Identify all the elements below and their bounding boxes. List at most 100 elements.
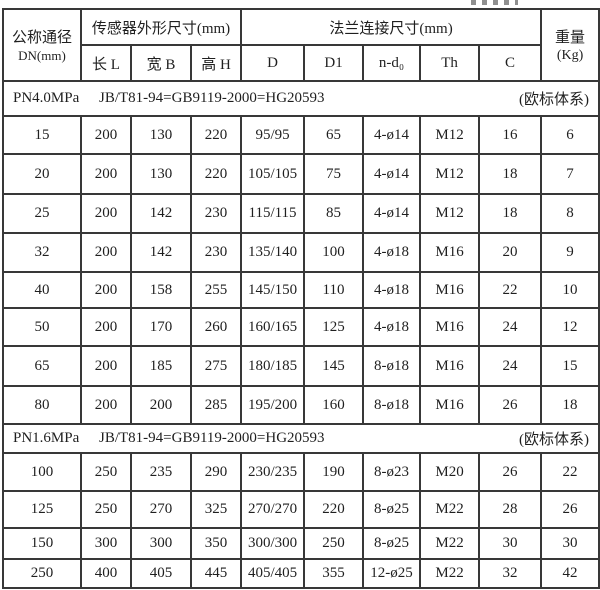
cell: M12 — [419, 115, 481, 155]
cell: 220 — [189, 153, 243, 195]
cell: 200 — [130, 385, 192, 425]
col-header-dn: 公称通径 DN(mm) — [2, 8, 82, 82]
cell: 105/105 — [240, 153, 306, 195]
cell: 85 — [303, 193, 365, 234]
cell: 10 — [540, 271, 600, 309]
cell: 255 — [189, 271, 243, 309]
cell: 28 — [478, 490, 543, 529]
sub-col-header: n-d₀ — [362, 44, 422, 82]
table-row: 100 250 235 290 230/235 190 8-ø23 M20 26 22 — [2, 452, 600, 492]
cell: 355 — [303, 558, 365, 589]
cell: 16 — [478, 115, 543, 155]
cell: 20 — [478, 232, 543, 273]
pressure-rating-label: PN1.6MPa — [13, 430, 80, 446]
cell: M22 — [419, 558, 481, 589]
cell: 350 — [189, 527, 243, 560]
section-header-cell: PN4.0MPa JB/T81-94=GB9119-2000=HG20593 (欧标… — [1, 80, 600, 117]
cell: 250 — [80, 452, 132, 492]
cell: 42 — [540, 558, 600, 589]
weight-header-line2: (Kg) — [556, 48, 584, 63]
cell: 300 — [80, 527, 132, 560]
cell: 115/115 — [240, 193, 306, 234]
cell: 9 — [540, 232, 600, 273]
cell: 158 — [130, 271, 192, 309]
cell: 80 — [2, 385, 82, 425]
cell: 160 — [303, 385, 365, 425]
cell: 6 — [540, 115, 600, 155]
cell: 26 — [478, 385, 543, 425]
cell: 230 — [189, 193, 243, 234]
cell: 200 — [80, 307, 132, 347]
cell: M16 — [419, 345, 481, 387]
cell: 325 — [189, 490, 243, 529]
table-row: 32 200 142 230 135/140 100 4-ø18 M16 20 9 — [2, 232, 600, 273]
cell: 185 — [130, 345, 192, 387]
cell: 180/185 — [240, 345, 306, 387]
cell: 26 — [478, 452, 543, 492]
cell: 200 — [80, 115, 132, 155]
col-group-flange-dimensions: 法兰连接尺寸(mm) — [240, 8, 543, 46]
sub-col-header: Th — [419, 44, 481, 82]
cell: 290 — [189, 452, 243, 492]
cell: 8-ø25 — [362, 527, 422, 560]
table-row: 150 300 300 350 300/300 250 8-ø25 M22 30 30 — [2, 527, 600, 560]
cell: 300 — [130, 527, 192, 560]
cell: 18 — [540, 385, 600, 425]
cell: 195/200 — [240, 385, 306, 425]
sub-col-header: 高 H — [189, 44, 243, 82]
cell: 26 — [540, 490, 600, 529]
cell: M16 — [419, 271, 481, 309]
pressure-rating-label: PN4.0MPa — [13, 90, 80, 106]
cell: 285 — [189, 385, 243, 425]
cell: M16 — [419, 232, 481, 273]
cell: 125 — [303, 307, 365, 347]
cell: M22 — [419, 527, 481, 560]
dimension-spec-table: 公称通径 DN(mm) 传感器外形尺寸(mm) 法兰连接尺寸(mm) 重量 (K… — [1, 8, 600, 589]
dn-header-line2: DN(mm) — [18, 48, 66, 63]
cell: 235 — [130, 452, 192, 492]
cell: 220 — [189, 115, 243, 155]
cell: 75 — [303, 153, 365, 195]
table-row: 50 200 170 260 160/165 125 4-ø18 M16 24 12 — [2, 307, 600, 347]
cell: 145 — [303, 345, 365, 387]
cell: 8-ø23 — [362, 452, 422, 492]
cell: 8-ø25 — [362, 490, 422, 529]
header-row-groups: 公称通径 DN(mm) 传感器外形尺寸(mm) 法兰连接尺寸(mm) 重量 (K… — [2, 8, 600, 82]
cell: 200 — [80, 232, 132, 273]
cell: 22 — [540, 452, 600, 492]
cell: 24 — [478, 307, 543, 347]
cell: 4-ø18 — [362, 307, 422, 347]
cell: 400 — [80, 558, 132, 589]
cell: 95/95 — [240, 115, 306, 155]
cell: 260 — [189, 307, 243, 347]
sub-col-header: D — [240, 44, 306, 82]
cell: 250 — [303, 527, 365, 560]
table-row: 125 250 270 325 270/270 220 8-ø25 M22 28 26 — [2, 490, 600, 529]
cell: 30 — [540, 527, 600, 560]
sub-col-header: 宽 B — [130, 44, 192, 82]
cell: 220 — [303, 490, 365, 529]
flange-standard-label: JB/T81-94=GB9119-2000=HG20593 — [99, 430, 325, 446]
cell: 25 — [2, 193, 82, 234]
sub-col-header: C — [478, 44, 543, 82]
cell: M16 — [419, 385, 481, 425]
cell: 20 — [2, 153, 82, 195]
col-group-sensor-dimensions: 传感器外形尺寸(mm) — [79, 8, 243, 46]
cell: M12 — [419, 193, 481, 234]
table-row: 250 400 405 445 405/405 355 12-ø25 M22 32 42 — [2, 558, 600, 589]
cell: 22 — [478, 271, 543, 309]
cell: 300/300 — [240, 527, 306, 560]
cell: 142 — [130, 232, 192, 273]
cell: 230/235 — [240, 452, 306, 492]
cell: 405/405 — [240, 558, 306, 589]
cell: 110 — [303, 271, 365, 309]
cropped-text-artifact — [471, 0, 518, 5]
cell: 8-ø18 — [362, 385, 422, 425]
cell: 8 — [540, 193, 600, 234]
cell: 4-ø18 — [362, 271, 422, 309]
cell: 7 — [540, 153, 600, 195]
cell: 4-ø14 — [362, 115, 422, 155]
section-header-cell: PN1.6MPa JB/T81-94=GB9119-2000=HG20593 (欧标… — [1, 423, 600, 454]
section-header-row: PN1.6MPa JB/T81-94=GB9119-2000=HG20593 (欧标… — [1, 423, 600, 454]
col-header-weight: 重量 (Kg) — [540, 8, 600, 82]
